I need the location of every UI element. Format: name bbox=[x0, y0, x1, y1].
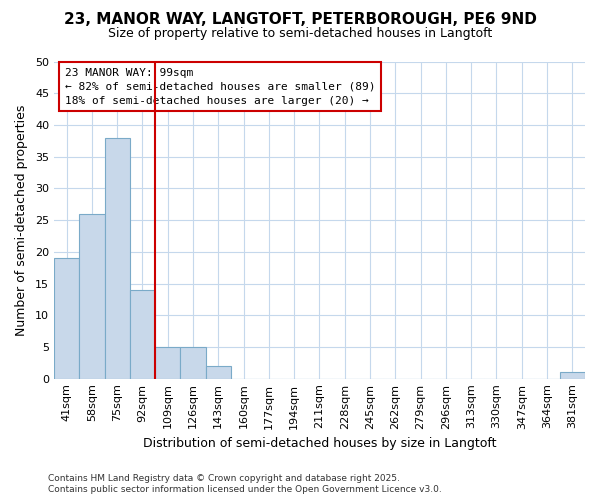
Text: Contains HM Land Registry data © Crown copyright and database right 2025.
Contai: Contains HM Land Registry data © Crown c… bbox=[48, 474, 442, 494]
Text: 23 MANOR WAY: 99sqm
← 82% of semi-detached houses are smaller (89)
18% of semi-d: 23 MANOR WAY: 99sqm ← 82% of semi-detach… bbox=[65, 68, 375, 106]
Text: 23, MANOR WAY, LANGTOFT, PETERBOROUGH, PE6 9ND: 23, MANOR WAY, LANGTOFT, PETERBOROUGH, P… bbox=[64, 12, 536, 28]
Bar bbox=[54, 258, 79, 378]
Bar bbox=[181, 347, 206, 378]
Y-axis label: Number of semi-detached properties: Number of semi-detached properties bbox=[15, 104, 28, 336]
Bar bbox=[560, 372, 585, 378]
Bar bbox=[130, 290, 155, 378]
Bar bbox=[155, 347, 181, 378]
Bar bbox=[79, 214, 104, 378]
Text: Size of property relative to semi-detached houses in Langtoft: Size of property relative to semi-detach… bbox=[108, 28, 492, 40]
Bar bbox=[104, 138, 130, 378]
Bar bbox=[206, 366, 231, 378]
X-axis label: Distribution of semi-detached houses by size in Langtoft: Distribution of semi-detached houses by … bbox=[143, 437, 496, 450]
